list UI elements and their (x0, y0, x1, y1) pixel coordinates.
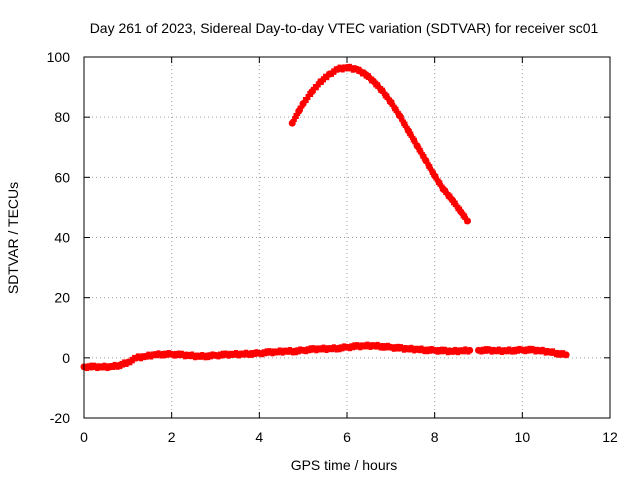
grid (84, 57, 610, 418)
data-point (291, 118, 296, 125)
x-tick-label: 4 (255, 429, 263, 445)
x-tick-label: 10 (515, 429, 531, 445)
data-point (294, 112, 299, 119)
chart-title: Day 261 of 2023, Sidereal Day-to-day VTE… (90, 20, 599, 36)
data-layer (80, 63, 570, 372)
series-high-arc (288, 63, 472, 225)
data-point (464, 217, 472, 225)
x-tick-label: 0 (80, 429, 88, 445)
y-tick-label: 100 (47, 49, 71, 65)
data-point (302, 100, 307, 107)
y-tick-label: 0 (62, 350, 70, 366)
data-point (304, 97, 309, 104)
y-tick-label: 60 (54, 169, 70, 185)
ticks: 0 2 4 6 8 10 12 -20 0 20 40 60 80 100 (47, 49, 618, 445)
data-point (306, 94, 311, 101)
y-tick-label: 20 (54, 290, 70, 306)
x-tick-label: 6 (343, 429, 351, 445)
data-point (466, 346, 474, 354)
y-tick-label: 80 (54, 109, 70, 125)
y-axis-label: SDTVAR / TECUs (5, 182, 21, 294)
x-axis-label: GPS time / hours (291, 457, 398, 473)
y-tick-label: -20 (50, 410, 70, 426)
data-point (292, 115, 297, 122)
x-tick-label: 8 (431, 429, 439, 445)
x-tick-label: 12 (602, 429, 618, 445)
y-tick-label: 40 (54, 230, 70, 246)
series-baseline (80, 341, 474, 372)
series-late-segment (475, 345, 570, 359)
data-point (298, 105, 303, 112)
x-tick-label: 2 (168, 429, 176, 445)
data-point (562, 351, 570, 359)
